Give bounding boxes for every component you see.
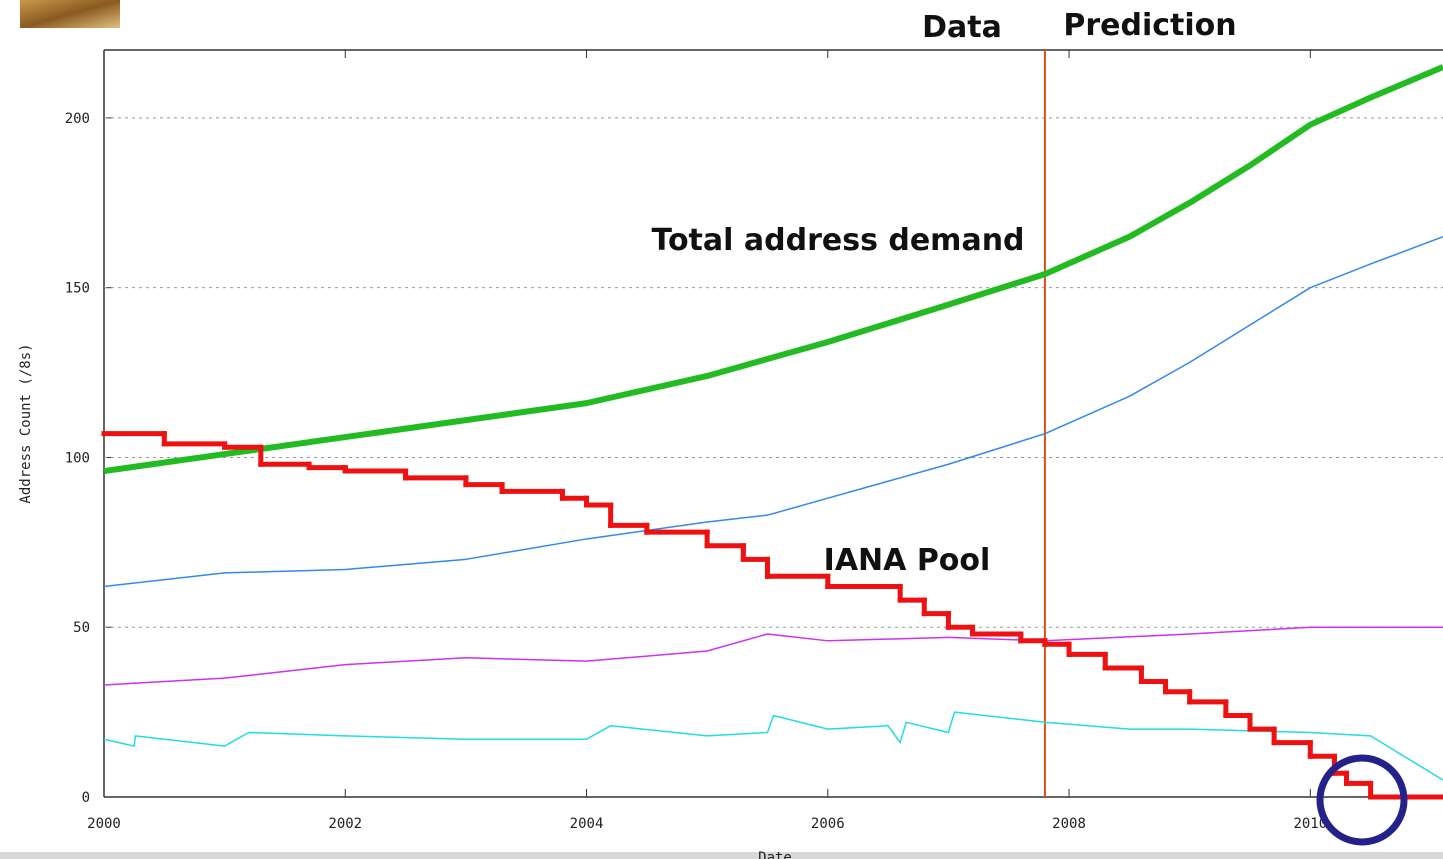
x-tick-label: 2004 <box>570 816 604 832</box>
bottom-strip <box>0 852 1443 859</box>
x-axis-label: Date <box>758 850 792 859</box>
series-line <box>104 237 1443 587</box>
y-tick-label: 0 <box>82 790 90 806</box>
series-line <box>104 627 1443 685</box>
annotation: Prediction <box>1063 8 1236 43</box>
series-line <box>104 67 1443 471</box>
thumbnail <box>20 0 120 28</box>
y-tick-label: 100 <box>65 450 90 466</box>
series-line <box>104 712 1443 780</box>
y-tick-label: 50 <box>73 620 90 636</box>
annotation: Total address demand <box>651 223 1024 258</box>
chart: 050100150200200020022004200620082010Addr… <box>0 0 1443 859</box>
x-tick-label: 2006 <box>811 816 845 832</box>
annotation: Data <box>922 10 1002 45</box>
y-axis-label: Address Count (/8s) <box>18 343 34 503</box>
highlight-circle <box>1320 758 1404 842</box>
y-tick-label: 200 <box>65 111 90 127</box>
x-tick-label: 2000 <box>87 816 121 832</box>
y-tick-label: 150 <box>65 281 90 297</box>
x-tick-label: 2002 <box>328 816 362 832</box>
x-tick-label: 2008 <box>1052 816 1086 832</box>
annotation: IANA Pool <box>824 543 991 578</box>
